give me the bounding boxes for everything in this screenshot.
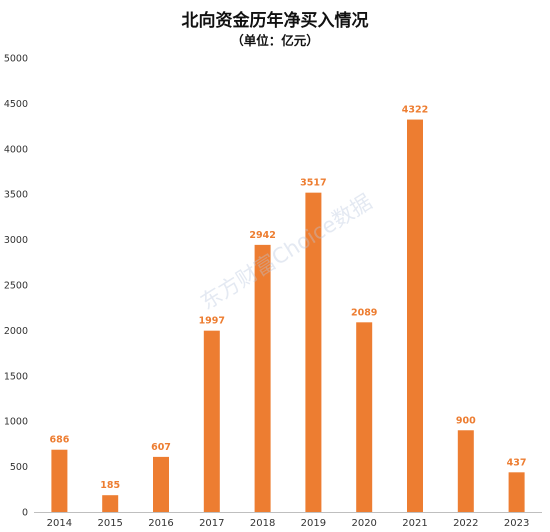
x-tick-label-2016: 2016 — [148, 518, 173, 529]
bar-2018 — [254, 244, 271, 512]
data-label-2022: 900 — [456, 415, 476, 426]
bar-2023 — [508, 472, 525, 512]
bar-2016 — [153, 456, 169, 512]
x-axis: 2014 2015 2016 2017 2018 2019 2020 2021 2022 2023 — [47, 518, 530, 529]
bar-2020 — [356, 322, 373, 512]
data-label-2019: 3517 — [300, 178, 326, 189]
x-tick-label-2022: 2022 — [453, 518, 478, 529]
chart-title: 北向资金历年净买入情况 — [182, 10, 369, 31]
data-label-2021: 4322 — [402, 105, 428, 116]
y-tick-label: 3500 — [4, 190, 28, 201]
bar-2019 — [305, 192, 322, 512]
y-tick-label: 5000 — [4, 54, 28, 65]
data-label-2017: 1997 — [199, 316, 225, 327]
y-tick-label: 1500 — [4, 371, 28, 382]
data-label-2014: 686 — [49, 435, 69, 446]
y-tick-label: 1000 — [4, 417, 28, 428]
data-label-2015: 185 — [100, 480, 120, 491]
y-tick-label: 2500 — [4, 281, 28, 292]
y-tick-label: 3000 — [4, 235, 28, 246]
y-tick-label: 4500 — [4, 99, 28, 110]
x-tick-label-2020: 2020 — [351, 518, 376, 529]
chart-subtitle: （单位：亿元） — [231, 33, 319, 48]
bar-2017 — [203, 330, 220, 512]
x-tick-label-2019: 2019 — [301, 518, 326, 529]
x-tick-label-2021: 2021 — [402, 518, 427, 529]
x-tick-label-2017: 2017 — [199, 518, 224, 529]
y-tick-label: 2000 — [4, 326, 28, 337]
y-axis: 0 500 1000 1500 2000 2500 3000 3500 4000 4500 5000 — [4, 54, 28, 519]
data-labels: 686 185 607 1997 2942 3517 2089 4322 900 437 — [49, 105, 526, 492]
y-tick-label: 0 — [22, 508, 28, 519]
x-tick-label-2015: 2015 — [97, 518, 122, 529]
watermark-text: 东方财富Choice数据 — [196, 190, 376, 315]
x-tick-label-2018: 2018 — [250, 518, 275, 529]
x-tick-label-2023: 2023 — [504, 518, 529, 529]
bar-2022 — [457, 430, 474, 512]
data-label-2023: 437 — [507, 457, 527, 468]
x-tick-label-2014: 2014 — [47, 518, 72, 529]
data-label-2016: 607 — [151, 442, 171, 453]
bar-2014 — [51, 449, 68, 512]
bar-series — [51, 119, 525, 512]
bar-2015 — [102, 495, 119, 512]
y-tick-label: 4000 — [4, 144, 28, 155]
data-label-2018: 2942 — [249, 230, 275, 241]
data-label-2020: 2089 — [351, 307, 377, 318]
y-tick-label: 500 — [10, 462, 28, 473]
bar-2021 — [407, 119, 423, 512]
